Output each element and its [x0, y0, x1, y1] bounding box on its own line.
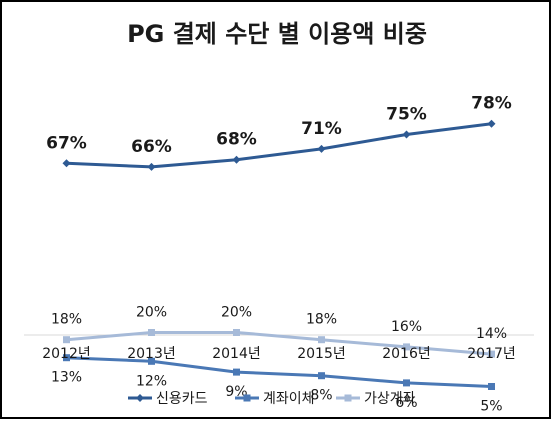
data-point-marker [403, 379, 410, 387]
x-tick-labels: 2012년 2013년 2014년 2015년 2016년 2017년 [42, 346, 516, 362]
series-line [65, 122, 493, 169]
series-line [65, 356, 493, 388]
legend-label: 가상계좌 [364, 391, 416, 407]
data-point-marker [148, 329, 155, 336]
x-tick-label: 2012년 [42, 346, 91, 362]
legend-item: 계좌이체 [235, 391, 315, 407]
x-tick-label: 2015년 [297, 346, 346, 362]
series-가상계좌: 18% 20% 20% 18% 16% 14% [51, 305, 507, 358]
data-label: 20% [221, 305, 252, 321]
data-point-marker [233, 329, 240, 336]
data-point-marker [62, 159, 71, 168]
data-label: 9% [225, 384, 247, 400]
legend-swatch-marker [344, 394, 352, 402]
data-label: 13% [51, 370, 82, 386]
data-label: 14% [476, 326, 507, 342]
data-point-marker [318, 336, 325, 344]
data-point-marker [487, 119, 496, 128]
data-point-marker [232, 155, 241, 164]
data-point-marker [63, 336, 70, 344]
data-label: 66% [131, 137, 172, 157]
data-point-marker [402, 130, 411, 139]
data-label: 18% [51, 312, 82, 328]
x-tick-label: 2013년 [127, 346, 176, 362]
data-point-marker [148, 357, 155, 365]
series-계좌이체: 13% 12% 9% 8% 6% 5% [51, 354, 503, 415]
x-tick-label: 2016년 [382, 346, 431, 362]
data-point-marker [147, 162, 156, 171]
data-label: 71% [301, 119, 342, 139]
legend-swatch-marker [136, 394, 144, 402]
data-label: 8% [310, 388, 332, 404]
data-label: 6% [395, 395, 417, 411]
data-label: 68% [216, 130, 257, 150]
data-label: 78% [471, 94, 512, 114]
legend-swatch-marker [243, 394, 251, 402]
data-point-marker [233, 368, 240, 376]
data-label: 5% [480, 399, 502, 415]
chart-title: PG 결제 수단 별 이용액 비중 [127, 20, 427, 48]
data-point-marker [317, 144, 326, 153]
series-layer: 67% 66% 68% 71% 75% 78% 13% 12% 9% 8% 6% 5% 18% 20% 20… [46, 94, 512, 415]
data-point-marker [488, 383, 495, 390]
legend-label: 계좌이체 [263, 391, 315, 407]
data-point-marker [318, 372, 325, 380]
data-label: 67% [46, 133, 87, 153]
data-point-marker [488, 350, 495, 358]
data-label: 75% [386, 105, 427, 125]
x-tick-label: 2017년 [467, 346, 516, 362]
legend: 신용카드 계좌이체 가상계좌 [128, 391, 416, 407]
data-point-marker [403, 343, 410, 351]
x-tick-label: 2014년 [212, 346, 261, 362]
series-신용카드: 67% 66% 68% 71% 75% 78% [46, 94, 512, 171]
data-label: 18% [306, 312, 337, 328]
data-label: 20% [136, 305, 167, 321]
legend-item: 가상계좌 [336, 391, 416, 407]
data-label: 12% [136, 373, 167, 389]
data-point-marker [63, 354, 70, 362]
legend-item: 신용카드 [128, 391, 208, 407]
series-line [65, 331, 493, 356]
data-label: 16% [391, 319, 422, 335]
legend-label: 신용카드 [156, 391, 208, 407]
